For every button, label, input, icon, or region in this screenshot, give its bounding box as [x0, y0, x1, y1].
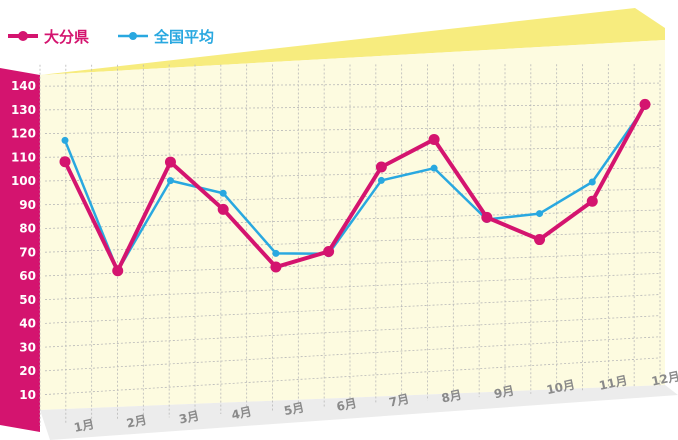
legend-marker-oita	[18, 31, 28, 41]
x-tick-label: 7月	[388, 392, 411, 410]
y-tick-label: 30	[19, 340, 36, 354]
data-point-oita	[534, 234, 546, 246]
y-tick-label: 80	[19, 222, 36, 236]
grid-line-h	[44, 251, 661, 277]
y-axis-tick-labels: 10 20 30 40 50 60 70 80 90 100 110 120 130 140	[11, 79, 36, 402]
y-axis-band	[0, 68, 40, 432]
legend-label-oita: 大分県	[44, 28, 89, 46]
y-tick-label: 90	[19, 198, 36, 212]
grid-line-h	[44, 230, 661, 253]
series-group	[59, 98, 651, 277]
grid-line-h	[44, 357, 661, 395]
y-tick-label: 10	[19, 388, 36, 402]
series-line-national	[63, 105, 647, 273]
x-tick-label: 4月	[230, 404, 253, 422]
x-tick-label: 2月	[125, 413, 148, 431]
grid-line-h	[44, 103, 661, 111]
data-point-national	[61, 136, 69, 144]
y-tick-label: 140	[11, 79, 36, 93]
series-line-oita	[63, 103, 647, 273]
grid-line-h	[44, 167, 661, 182]
grid-line-h	[44, 188, 661, 206]
data-point-oita	[112, 265, 124, 277]
data-point-oita	[481, 211, 493, 223]
y-tick-label: 70	[19, 245, 36, 259]
x-tick-label: 11月	[598, 373, 629, 393]
y-tick-label: 60	[19, 269, 36, 283]
x-tick-label: 3月	[178, 409, 201, 427]
data-point-national	[588, 178, 596, 186]
grid-line-h	[44, 125, 661, 134]
grid-line-h	[44, 146, 661, 158]
data-point-national	[219, 189, 227, 197]
x-axis-tick-labels: 1月 2月 3月 4月 5月 6月 7月 8月 9月 10月 11月 12月	[73, 369, 678, 435]
y-tick-label: 120	[11, 127, 36, 141]
legend: 大分県 全国平均	[8, 28, 214, 46]
legend-label-national: 全国平均	[153, 28, 214, 46]
data-point-national	[377, 176, 385, 184]
data-point-national	[430, 164, 438, 172]
data-point-oita	[164, 156, 176, 168]
y-tick-label: 50	[19, 293, 36, 307]
top-band	[40, 8, 665, 75]
legend-item-national: 全国平均	[118, 28, 214, 46]
y-tick-label: 110	[11, 150, 36, 164]
x-tick-label: 9月	[493, 383, 516, 401]
data-point-oita	[59, 156, 71, 168]
data-point-oita	[217, 203, 229, 215]
data-point-oita	[639, 98, 651, 110]
y-tick-label: 130	[11, 103, 36, 117]
grid-line-h	[44, 336, 661, 372]
x-tick-label: 5月	[283, 400, 306, 418]
data-point-oita	[323, 245, 335, 257]
data-point-national	[272, 249, 280, 257]
x-tick-label: 8月	[440, 388, 463, 406]
grid-line-h	[44, 294, 661, 324]
x-tick-label: 12月	[650, 369, 678, 389]
x-tick-label: 6月	[335, 396, 358, 414]
plot-background	[40, 40, 665, 410]
y-tick-label: 20	[19, 364, 36, 378]
legend-item-oita: 大分県	[8, 28, 89, 46]
grid-line-h	[44, 315, 661, 348]
legend-marker-national	[129, 32, 137, 40]
y-tick-label: 100	[11, 174, 36, 188]
data-point-national	[536, 210, 544, 218]
data-point-oita	[586, 195, 598, 207]
x-tick-label: 10月	[545, 377, 576, 397]
y-tick-label: 40	[19, 317, 36, 331]
data-point-oita	[270, 261, 282, 273]
x-axis-floor	[40, 385, 678, 440]
grid-line-h	[44, 209, 661, 229]
data-point-oita	[375, 161, 387, 173]
grid-line-h	[44, 82, 661, 87]
grid-lines	[39, 64, 661, 426]
data-point-national	[166, 177, 174, 185]
data-point-oita	[428, 133, 440, 145]
grid-line-h	[44, 272, 661, 301]
x-tick-label: 1月	[73, 417, 96, 435]
